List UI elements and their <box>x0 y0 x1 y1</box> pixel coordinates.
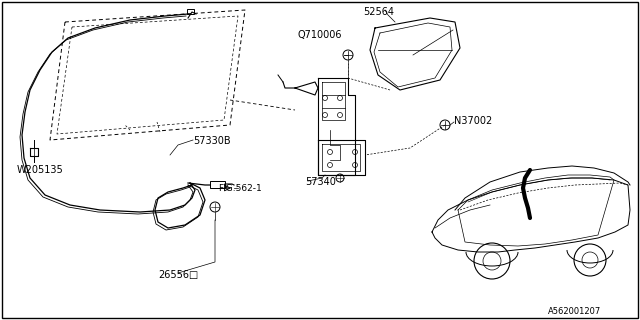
Text: 26556□: 26556□ <box>158 270 198 280</box>
Text: Q710006: Q710006 <box>297 30 342 40</box>
Text: FIG.562-1: FIG.562-1 <box>218 184 262 193</box>
Bar <box>210 181 225 188</box>
Text: A562001207: A562001207 <box>548 307 601 316</box>
Bar <box>187 9 194 14</box>
Text: 57340: 57340 <box>305 177 336 187</box>
Text: N37002: N37002 <box>454 116 492 126</box>
Text: 57330B: 57330B <box>193 136 230 146</box>
Text: W205135: W205135 <box>17 165 64 175</box>
Text: 52564: 52564 <box>363 7 394 17</box>
